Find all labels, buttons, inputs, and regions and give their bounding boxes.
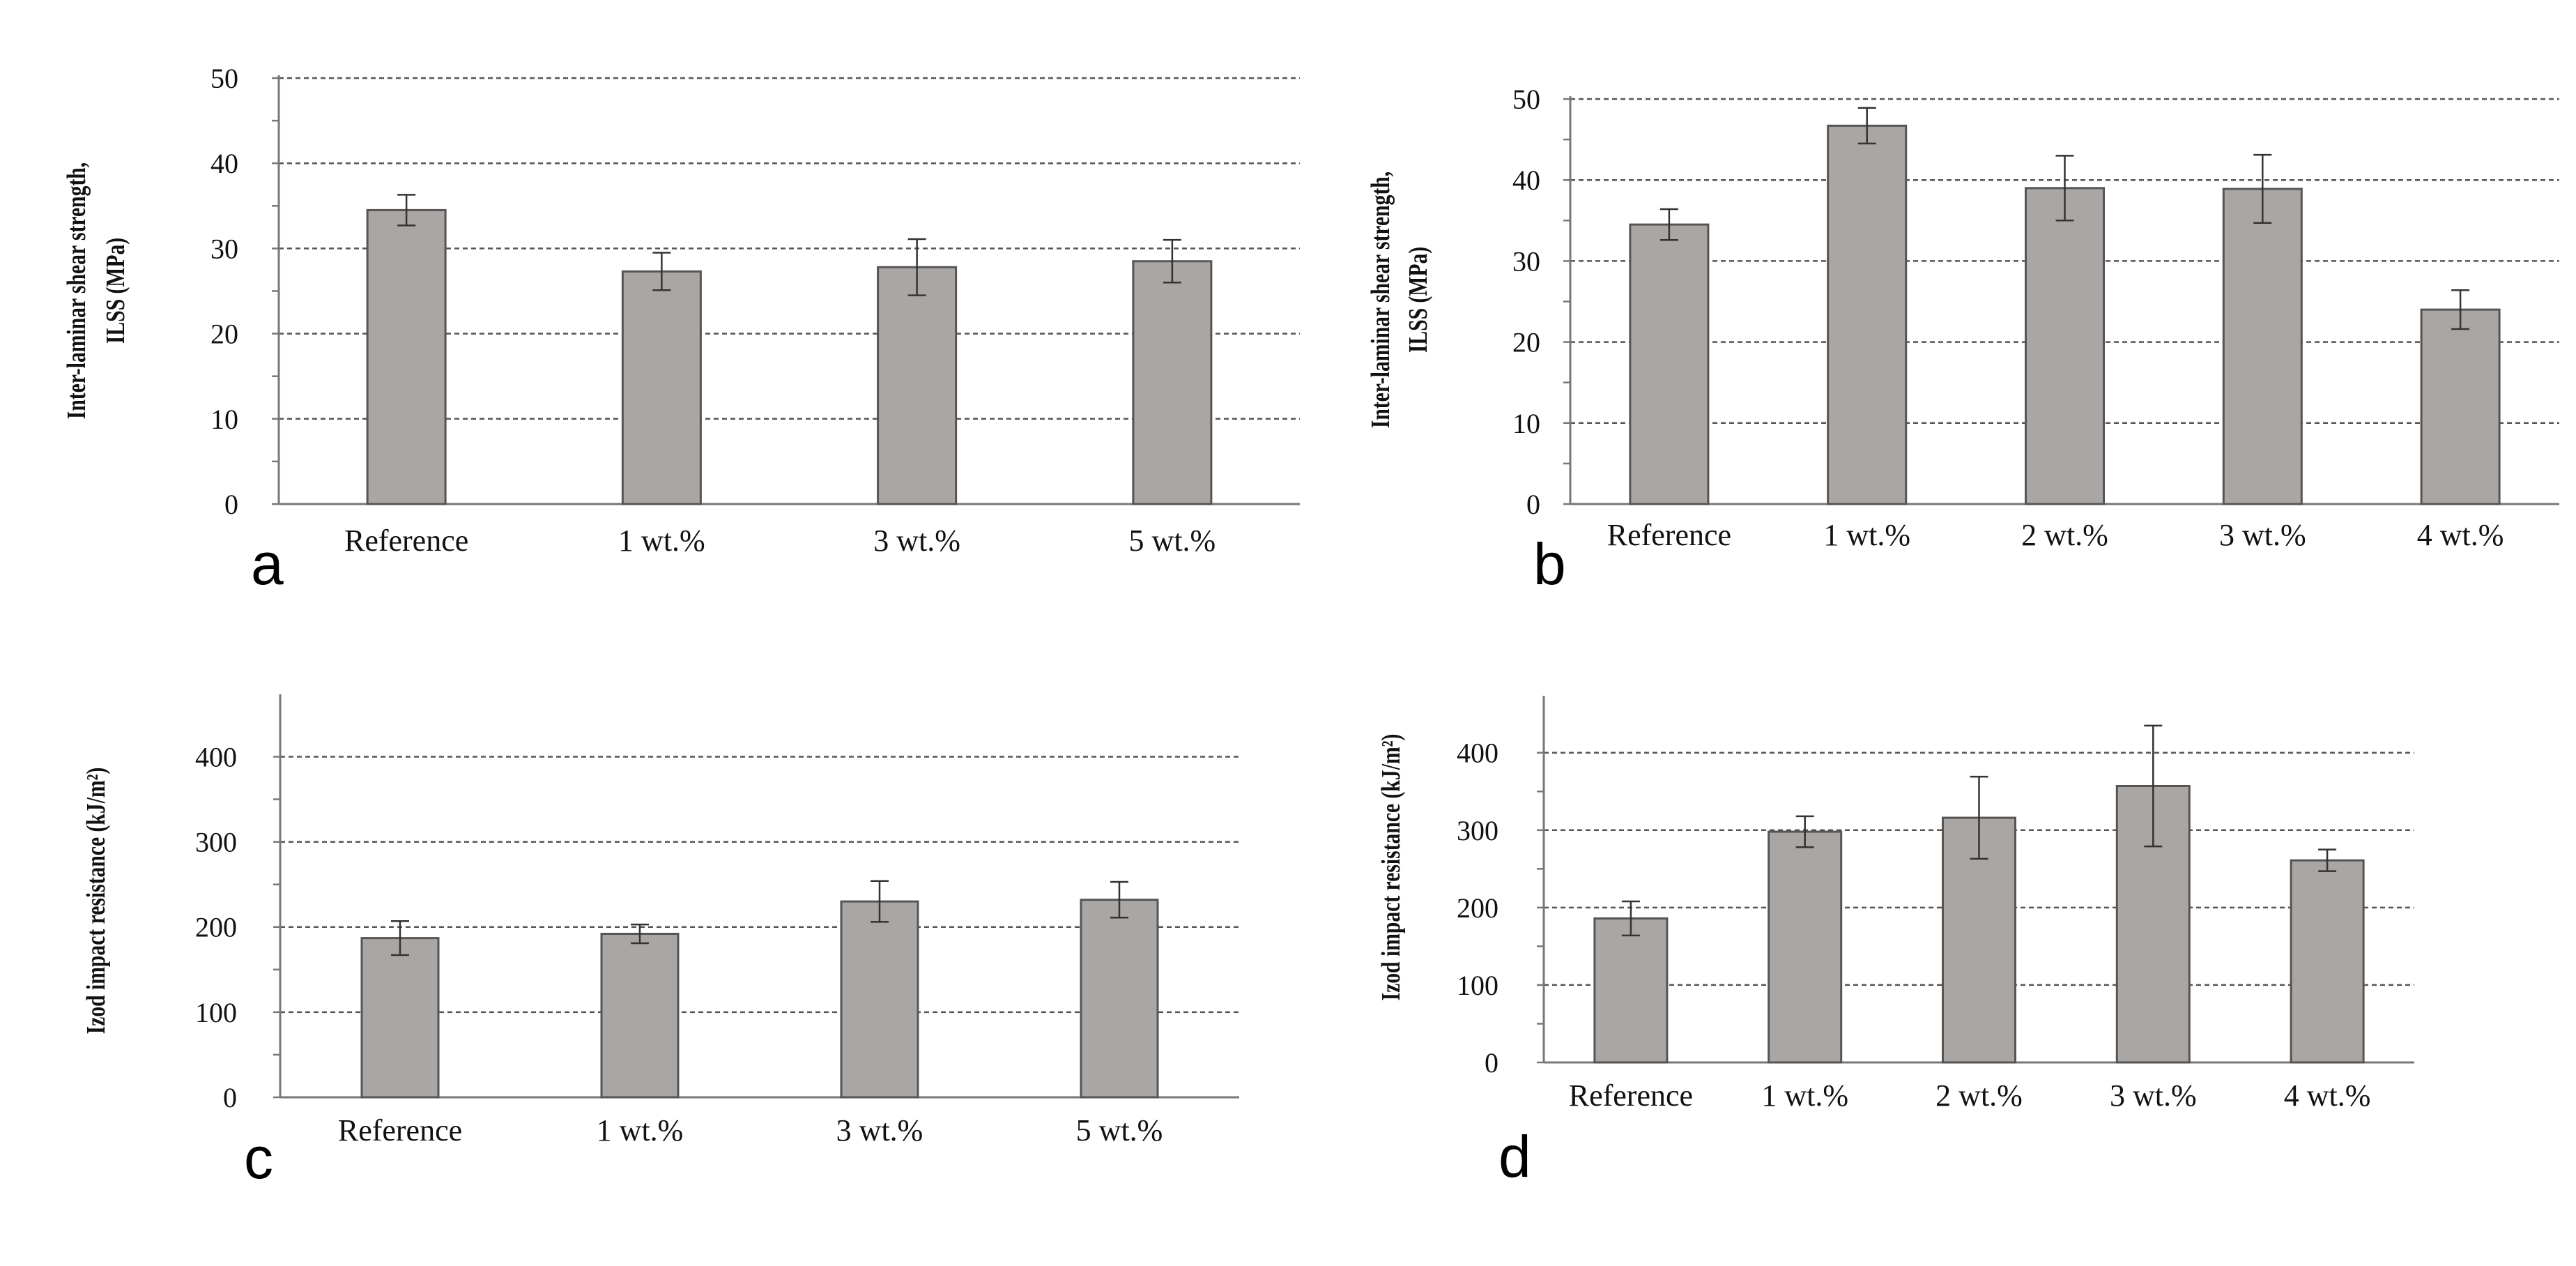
- panel-b-y-tick-label: 40: [1512, 165, 1540, 196]
- panel-d-y-tick-label: 200: [1457, 892, 1498, 924]
- panel-b-y-tick-label: 30: [1512, 245, 1540, 277]
- panel-c-bar: [600, 933, 680, 1099]
- panel-d-y-axis-label: Izod impact resistance (kJ/m²): [1377, 734, 1406, 1001]
- panel-b-y-axis-label: Inter-laminar shear strength, ILSS (MPa): [1367, 171, 1433, 428]
- panel-a-y-tick-label: 50: [210, 63, 238, 94]
- panel-a-y-axis-label: Inter-laminar shear strength, ILSS (MPa): [63, 162, 130, 419]
- panel-b-bar: [1827, 124, 1908, 505]
- panel-b-y-tick-label: 50: [1512, 84, 1540, 115]
- panel-b-bar: [2420, 308, 2501, 505]
- panel-c-bar: [840, 900, 919, 1099]
- panel-d-bar: [1768, 830, 1843, 1064]
- panel-c-category-label: 5 wt.%: [1076, 1113, 1163, 1147]
- panel-b-category-label: 2 wt.%: [2021, 518, 2108, 552]
- panel-a-y-tick-label: 30: [210, 233, 238, 264]
- panel-a-y-tick-label: 20: [210, 319, 238, 350]
- panel-a-y-tick-label: 10: [210, 404, 238, 435]
- panel-d-category-label: 2 wt.%: [1935, 1078, 2023, 1113]
- panel-b-bar: [2025, 187, 2105, 505]
- panel-c-y-tick-label: 0: [223, 1082, 237, 1113]
- panel-c-category-label: 3 wt.%: [836, 1113, 923, 1147]
- panel-c-y-tick-label: 100: [195, 997, 237, 1028]
- panel-d-y-tick-label: 300: [1457, 815, 1498, 846]
- panel-b-bar: [1629, 223, 1710, 505]
- panel-c-y-tick-label: 400: [195, 741, 237, 772]
- panel-a-letter: a: [251, 531, 284, 597]
- panel-c-bar: [360, 937, 440, 1099]
- panel-a-bar: [877, 266, 958, 505]
- panel-d-izod-chart: d 0 100 200 300 400 Reference 1 wt.% 2 wt.% 3 wt…: [1377, 696, 2414, 1189]
- panel-c-y-axis-label: Izod impact resistance (kJ/m²): [82, 768, 111, 1035]
- panel-d-category-label: 1 wt.%: [1761, 1078, 1848, 1113]
- panel-d-bar: [2290, 859, 2365, 1064]
- panel-a-bar: [621, 270, 702, 505]
- panel-a-ilss-chart: a 0 10 20 30 40 50 Reference 1 wt.% 3 wt.% 5 wt.%…: [63, 63, 1300, 597]
- panel-b-y-tick-label: 0: [1526, 489, 1540, 520]
- panel-d-y-tick-label: 100: [1457, 970, 1498, 1001]
- panel-b-letter: b: [1533, 531, 1566, 597]
- panel-c-y-tick-label: 300: [195, 827, 237, 858]
- panel-b-category-label: 1 wt.%: [1823, 518, 1910, 552]
- panel-c-category-label: Reference: [338, 1113, 462, 1147]
- panel-d-category-label: 4 wt.%: [2284, 1078, 2371, 1113]
- panel-d-category-label: Reference: [1569, 1078, 1693, 1113]
- panel-a-category-label: Reference: [344, 524, 468, 558]
- panel-a-y-tick-label: 0: [224, 489, 238, 520]
- panel-a-category-label: 3 wt.%: [873, 524, 960, 558]
- panel-b-category-label: 3 wt.%: [2219, 518, 2306, 552]
- panel-b-y-tick-label: 20: [1512, 327, 1540, 358]
- panel-c-category-label: 1 wt.%: [597, 1113, 684, 1147]
- panel-b-category-label: 4 wt.%: [2417, 518, 2504, 552]
- panel-b-bar: [2222, 188, 2303, 505]
- panel-a-category-label: 1 wt.%: [618, 524, 705, 558]
- panel-c-izod-chart: c 0 100 200 300 400 Reference 1 wt.% 3 wt.% 5 wt…: [82, 694, 1239, 1191]
- panel-a-category-label: 5 wt.%: [1129, 524, 1216, 558]
- panel-a-bar: [1132, 260, 1213, 505]
- panel-b-y-tick-label: 10: [1512, 408, 1540, 439]
- panel-c-bar: [1080, 899, 1159, 1099]
- panel-b-ilss-chart: b 0 10 20 30 40 50 Reference 1 wt.% 2 wt.% 3 wt.%…: [1367, 84, 2559, 597]
- panel-d-category-label: 3 wt.%: [2110, 1078, 2197, 1113]
- panel-d-letter: d: [1498, 1124, 1531, 1189]
- panel-c-letter: c: [244, 1125, 273, 1191]
- panel-c-y-tick-label: 200: [195, 912, 237, 943]
- panel-a-bar: [366, 208, 447, 505]
- panel-d-bar: [1593, 917, 1669, 1064]
- panel-a-y-tick-label: 40: [210, 148, 238, 179]
- panel-d-y-tick-label: 400: [1457, 738, 1498, 769]
- panel-d-y-tick-label: 0: [1485, 1047, 1498, 1078]
- panel-b-category-label: Reference: [1607, 518, 1731, 552]
